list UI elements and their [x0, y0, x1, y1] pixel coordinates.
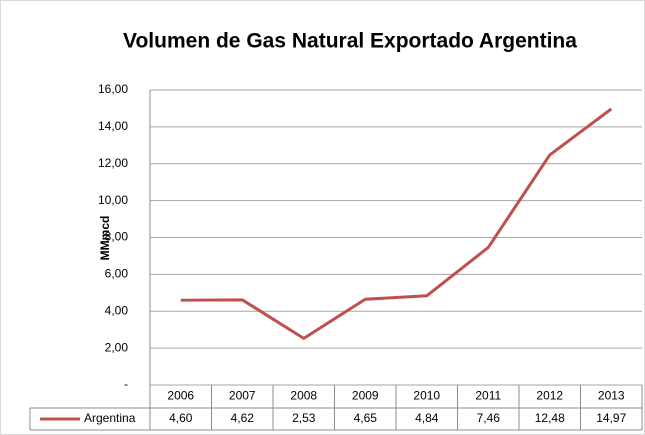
table-value: 4,65 — [354, 411, 378, 425]
x-tick-label: 2008 — [290, 389, 317, 403]
y-tick-label: 8,00 — [105, 230, 129, 244]
table-value: 4,62 — [231, 411, 255, 425]
table-value: 14,97 — [596, 411, 626, 425]
x-tick-label: 2009 — [352, 389, 379, 403]
x-tick-label: 2007 — [229, 389, 256, 403]
y-tick-label: 12,00 — [98, 156, 128, 170]
x-tick-label: 2006 — [167, 389, 194, 403]
legend-label: Argentina — [84, 411, 136, 425]
chart-title: Volumen de Gas Natural Exportado Argenti… — [123, 30, 577, 53]
series-line — [180, 107, 613, 340]
table-value: 7,46 — [477, 411, 501, 425]
y-tick-label: 6,00 — [105, 267, 129, 281]
y-axis-label: MMmcd — [98, 216, 112, 261]
y-tick-label: 4,00 — [105, 303, 129, 317]
y-tick-label: 14,00 — [98, 119, 128, 133]
table-value: 4,84 — [415, 411, 439, 425]
x-tick-label: 2011 — [475, 389, 501, 403]
y-tick-label: - — [124, 377, 128, 391]
y-tick-label: 16,00 — [98, 82, 128, 96]
x-tick-label: 2013 — [598, 389, 625, 403]
table-value: 4,60 — [169, 411, 193, 425]
x-tick-label: 2010 — [413, 389, 440, 403]
table-value: 2,53 — [292, 411, 316, 425]
y-tick-label: 10,00 — [98, 193, 128, 207]
table-value: 12,48 — [535, 411, 565, 425]
x-tick-label: 2012 — [536, 389, 563, 403]
y-tick-label: 2,00 — [105, 340, 129, 354]
